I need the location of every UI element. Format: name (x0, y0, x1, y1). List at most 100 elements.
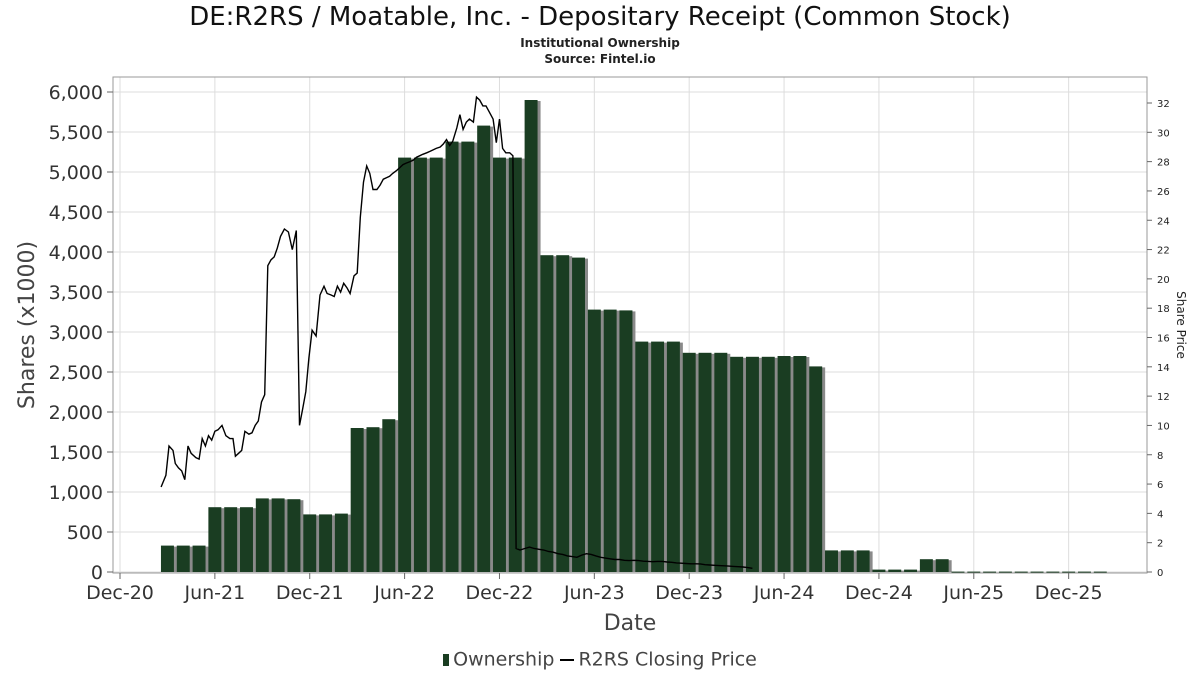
y2-tick-label: 22 (1157, 246, 1170, 257)
x-tick-label: Dec-23 (655, 582, 723, 604)
x-axis-label: Date (604, 611, 657, 636)
ownership-bar (524, 100, 538, 572)
y2-tick-label: 4 (1157, 509, 1163, 520)
ownership-bar (350, 428, 364, 572)
ownership-bar (160, 545, 174, 572)
ownership-bar (572, 257, 586, 572)
chart-subtitle: Institutional Ownership (520, 36, 680, 50)
y-tick-label: 1,000 (49, 482, 103, 504)
ownership-bar (287, 499, 301, 572)
y-tick-label: 0 (91, 562, 103, 584)
ownership-bar (1077, 571, 1091, 573)
y-tick-label: 5,000 (49, 162, 103, 184)
ownership-bar (382, 419, 396, 572)
ownership-bar (888, 569, 902, 572)
x-tick-label: Dec-22 (466, 582, 534, 604)
ownership-bar (477, 125, 491, 572)
x-tick-label: Jun-25 (942, 582, 1004, 604)
ownership-bar (1030, 571, 1044, 573)
y-tick-label: 5,500 (49, 122, 103, 144)
x-tick-label: Dec-25 (1035, 582, 1103, 604)
plot-area-frame (112, 76, 1148, 574)
ownership-bars (160, 100, 1107, 573)
chart-source: Source: Fintel.io (544, 52, 656, 66)
ownership-bar (255, 498, 269, 572)
x-tick-label: Jun-22 (373, 582, 435, 604)
ownership-bar (413, 157, 427, 572)
ownership-bar (872, 569, 886, 572)
ownership-bar (666, 341, 680, 572)
y2-axis-label: Share Price (1174, 291, 1188, 359)
y2-tick-label: 28 (1157, 158, 1170, 169)
ownership-bar (904, 569, 918, 572)
ownership-legend-swatch (443, 653, 450, 666)
ownership-bar (176, 545, 190, 572)
ownership-bar (619, 310, 633, 572)
price-legend-swatch (560, 658, 575, 661)
ownership-bar (714, 352, 728, 572)
x-tick-label: Dec-24 (845, 582, 913, 604)
ownership-bar (240, 507, 253, 572)
ownership-bar (983, 571, 997, 573)
price-legend-label: R2RS Closing Price (578, 648, 757, 671)
y2-tick-label: 14 (1157, 363, 1170, 374)
y-tick-label: 3,500 (49, 282, 103, 304)
ownership-bar (635, 341, 649, 572)
ownership-bar (398, 157, 412, 572)
ownership-bar (319, 514, 333, 572)
ownership-bar (856, 550, 870, 572)
ownership-bar (840, 550, 854, 572)
x-tick-label: Jun-21 (183, 582, 245, 604)
y-tick-label: 2,000 (49, 402, 103, 424)
ownership-bar (271, 498, 285, 572)
x-tick-label: Jun-24 (753, 582, 815, 604)
y-tick-label: 4,000 (49, 242, 103, 264)
ownership-bar (1062, 571, 1076, 573)
price-line (160, 95, 753, 569)
y-tick-label: 1,500 (49, 442, 103, 464)
ownership-bar (224, 507, 238, 572)
ownership-bar (777, 356, 791, 572)
chart-legend: Ownership R2RS Closing Price (0, 648, 1200, 671)
y2-tick-label: 26 (1157, 187, 1170, 198)
y2-tick-label: 12 (1157, 392, 1170, 403)
y2-tick-label: 20 (1157, 275, 1170, 286)
y2-tick-label: 0 (1157, 568, 1163, 579)
ownership-legend-label: Ownership (453, 648, 555, 671)
ownership-bar (825, 550, 838, 572)
ownership-bar (951, 571, 965, 573)
ownership-bar (429, 157, 443, 572)
ownership-bar (682, 352, 696, 572)
ownership-bar (919, 559, 933, 572)
y-tick-label: 4,500 (49, 202, 103, 224)
ownership-bar (366, 427, 380, 572)
ownership-bar (1014, 571, 1028, 573)
ownership-bar (651, 341, 665, 572)
price-line-path (160, 95, 753, 569)
ownership-bar (745, 356, 759, 572)
x-tick-label: Dec-21 (276, 582, 344, 604)
ownership-bar (461, 141, 475, 572)
ownership-bar (303, 514, 317, 572)
y2-tick-label: 24 (1157, 216, 1170, 227)
ownership-bar (698, 352, 712, 572)
ownership-bar (935, 559, 949, 572)
ownership-bar (603, 309, 617, 572)
ownership-bar (587, 309, 601, 572)
axes: 0 500 1,000 1,500 2,000 2,500 3,000 3,500 4,000 4… (49, 82, 1170, 604)
ownership-bar (556, 255, 570, 572)
ownership-bar (1046, 571, 1060, 573)
ownership-bar (730, 356, 744, 572)
ownership-bar (192, 545, 206, 572)
y-tick-label: 6,000 (49, 82, 103, 104)
ownership-bar (208, 507, 222, 572)
x-tick-label: Jun-23 (563, 582, 625, 604)
y2-tick-label: 18 (1157, 304, 1170, 315)
y-tick-label: 500 (67, 522, 103, 544)
y2-tick-label: 30 (1157, 128, 1170, 139)
y2-tick-label: 8 (1157, 451, 1163, 462)
chart-title: DE:R2RS / Moatable, Inc. - Depositary Re… (189, 2, 1011, 32)
ownership-bar (967, 571, 981, 573)
y2-tick-label: 2 (1157, 539, 1163, 550)
ownership-bar (998, 571, 1012, 573)
